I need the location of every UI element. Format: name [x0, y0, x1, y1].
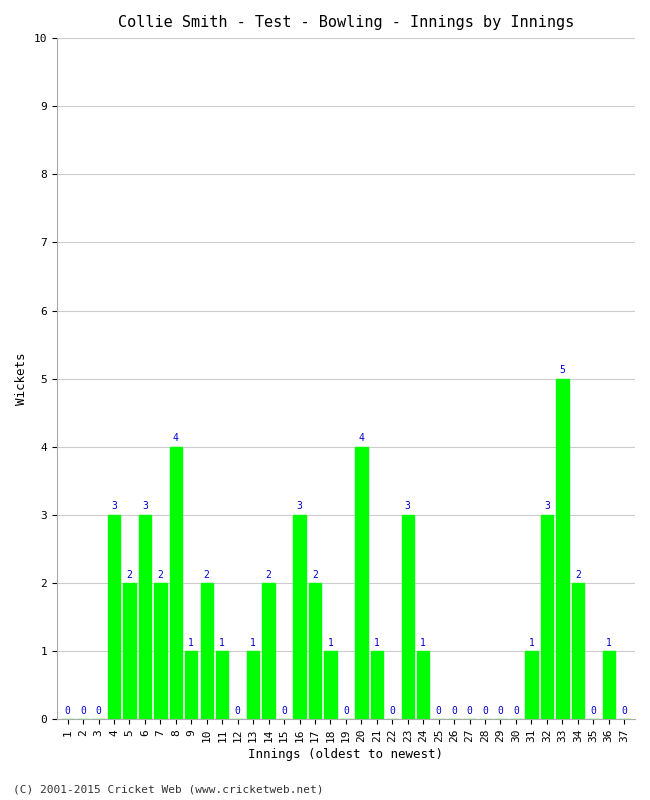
- Text: 3: 3: [544, 502, 550, 511]
- Text: 0: 0: [281, 706, 287, 716]
- Y-axis label: Wickets: Wickets: [15, 353, 28, 405]
- X-axis label: Innings (oldest to newest): Innings (oldest to newest): [248, 748, 443, 761]
- Bar: [355, 446, 367, 719]
- Text: 1: 1: [219, 638, 225, 648]
- Bar: [138, 515, 151, 719]
- Text: 2: 2: [204, 570, 210, 579]
- Text: 0: 0: [389, 706, 395, 716]
- Bar: [402, 515, 414, 719]
- Text: 2: 2: [575, 570, 580, 579]
- Text: 4: 4: [173, 434, 179, 443]
- Text: 2: 2: [266, 570, 272, 579]
- Bar: [247, 651, 259, 719]
- Bar: [571, 583, 584, 719]
- Bar: [603, 651, 615, 719]
- Text: 3: 3: [142, 502, 148, 511]
- Text: 2: 2: [127, 570, 133, 579]
- Text: 3: 3: [296, 502, 302, 511]
- Bar: [417, 651, 430, 719]
- Bar: [108, 515, 120, 719]
- Text: 0: 0: [343, 706, 349, 716]
- Text: 0: 0: [590, 706, 596, 716]
- Text: 5: 5: [560, 366, 566, 375]
- Text: (C) 2001-2015 Cricket Web (www.cricketweb.net): (C) 2001-2015 Cricket Web (www.cricketwe…: [13, 784, 324, 794]
- Text: 0: 0: [467, 706, 473, 716]
- Text: 1: 1: [374, 638, 380, 648]
- Text: 1: 1: [606, 638, 612, 648]
- Text: 0: 0: [80, 706, 86, 716]
- Text: 2: 2: [312, 570, 318, 579]
- Text: 0: 0: [451, 706, 457, 716]
- Text: 0: 0: [621, 706, 627, 716]
- Bar: [185, 651, 198, 719]
- Bar: [525, 651, 538, 719]
- Text: 4: 4: [358, 434, 364, 443]
- Text: 1: 1: [328, 638, 333, 648]
- Text: 0: 0: [64, 706, 71, 716]
- Bar: [170, 446, 182, 719]
- Text: 1: 1: [528, 638, 534, 648]
- Bar: [324, 651, 337, 719]
- Text: 1: 1: [250, 638, 256, 648]
- Text: 0: 0: [513, 706, 519, 716]
- Bar: [216, 651, 228, 719]
- Text: 0: 0: [497, 706, 504, 716]
- Bar: [124, 583, 136, 719]
- Text: 3: 3: [405, 502, 411, 511]
- Text: 0: 0: [482, 706, 488, 716]
- Bar: [263, 583, 275, 719]
- Bar: [370, 651, 383, 719]
- Bar: [309, 583, 321, 719]
- Text: 1: 1: [421, 638, 426, 648]
- Text: 3: 3: [111, 502, 117, 511]
- Text: 0: 0: [235, 706, 240, 716]
- Bar: [201, 583, 213, 719]
- Text: 1: 1: [188, 638, 194, 648]
- Text: 2: 2: [157, 570, 163, 579]
- Text: 0: 0: [436, 706, 441, 716]
- Text: 0: 0: [96, 706, 101, 716]
- Bar: [556, 378, 569, 719]
- Bar: [293, 515, 306, 719]
- Bar: [541, 515, 553, 719]
- Bar: [154, 583, 166, 719]
- Title: Collie Smith - Test - Bowling - Innings by Innings: Collie Smith - Test - Bowling - Innings …: [118, 15, 574, 30]
